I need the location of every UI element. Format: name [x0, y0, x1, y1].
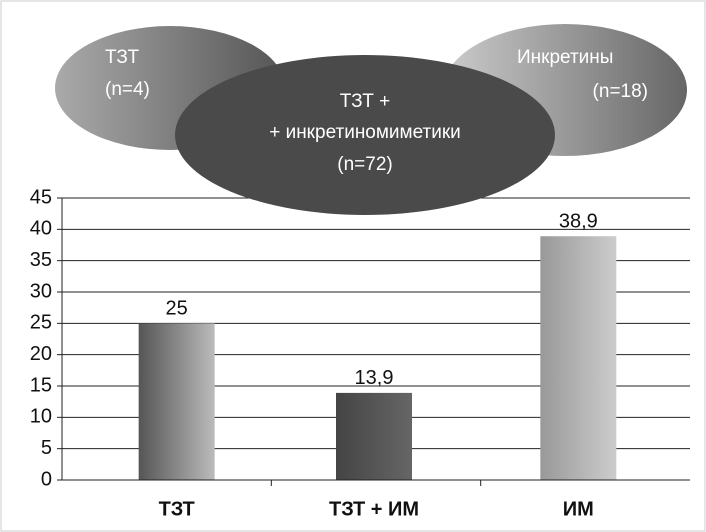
annotation-text: Инкретины — [517, 47, 613, 68]
annotation-text: (n=72) — [337, 154, 392, 175]
y-tick-label: 10 — [30, 406, 52, 428]
y-tick-label: 30 — [30, 280, 52, 302]
y-tick-label: 45 — [30, 186, 52, 208]
bar — [138, 323, 215, 480]
bar — [540, 236, 617, 480]
annotation-text: (n=18) — [593, 81, 648, 102]
annotation-ellipse — [175, 55, 555, 215]
value-label: 25 — [166, 298, 188, 320]
y-tick-label: 40 — [30, 218, 52, 240]
annotation-text: ТЗТ + — [340, 91, 390, 112]
value-label: 38,9 — [559, 211, 598, 233]
y-tick-label: 25 — [30, 312, 52, 334]
y-tick-label: 5 — [41, 437, 52, 459]
x-tick-label: ТЗТ + ИМ — [329, 498, 419, 520]
annotation-text: ТЗТ — [105, 47, 139, 68]
y-tick-label: 0 — [41, 468, 52, 490]
x-tick-label: ТЗТ — [159, 498, 195, 520]
y-tick-label: 15 — [30, 374, 52, 396]
bar — [336, 392, 412, 480]
x-tick-label: ИМ — [563, 498, 594, 520]
value-label: 13,9 — [355, 367, 394, 389]
annotation-text: (n=4) — [105, 79, 150, 100]
annotation-text: + инкретиномиметики — [269, 122, 461, 143]
y-tick-label: 20 — [30, 343, 52, 365]
y-tick-label: 35 — [30, 249, 52, 271]
